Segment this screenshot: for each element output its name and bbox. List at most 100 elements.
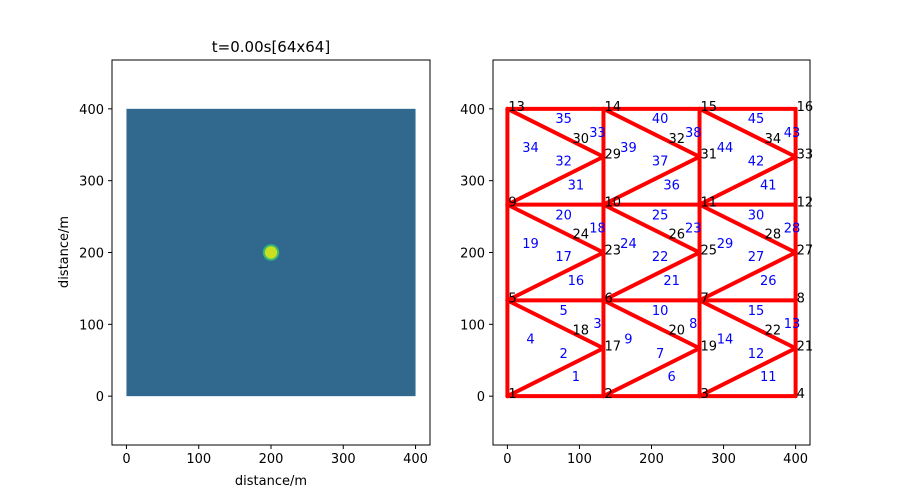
mesh-edge xyxy=(601,346,702,399)
mesh-node-label: 12 xyxy=(797,196,814,211)
mesh-node-label: 22 xyxy=(765,323,782,338)
mesh-node-label: 26 xyxy=(669,228,686,243)
mesh-node-label: 21 xyxy=(797,339,814,354)
mesh-element-label: 34 xyxy=(522,141,539,156)
mesh-element-label: 7 xyxy=(656,347,664,362)
heatmap-y-tick-label: 200 xyxy=(79,247,104,262)
mesh-y-ticks: 0 100 200 300 400 xyxy=(460,103,493,405)
heatmap-y-tick-label: 100 xyxy=(79,318,104,333)
heatmap-y-axis-label: distance/m xyxy=(57,216,72,288)
mesh-node-label: 15 xyxy=(701,100,718,115)
mesh-node-label: 17 xyxy=(604,339,621,354)
mesh-node-label: 6 xyxy=(604,291,612,306)
mesh-edge xyxy=(601,298,702,351)
mesh-edge xyxy=(697,202,798,255)
mesh-node-label: 8 xyxy=(797,291,805,306)
mesh-element-label: 23 xyxy=(685,221,702,236)
heatmap-x-tick-label: 200 xyxy=(259,452,284,467)
mesh-node-label: 13 xyxy=(508,100,525,115)
mesh-node-label: 32 xyxy=(669,132,686,147)
mesh-element-label: 30 xyxy=(748,208,765,223)
mesh-element-label: 25 xyxy=(652,208,669,223)
heatmap-source-spot xyxy=(262,244,280,261)
mesh-edges xyxy=(505,106,798,399)
mesh-x-tick-label: 200 xyxy=(639,452,664,467)
mesh-element-label: 31 xyxy=(568,178,585,193)
mesh-element-label: 24 xyxy=(620,237,637,252)
mesh-element-label: 40 xyxy=(652,112,669,127)
mesh-node-label: 5 xyxy=(508,291,516,306)
mesh-node-label: 27 xyxy=(797,244,814,259)
heatmap-title: t=0.00s[64x64] xyxy=(212,38,330,56)
mesh-element-labels: 1234567891011121314151617181920212223242… xyxy=(522,112,800,385)
mesh-element-label: 45 xyxy=(748,112,765,127)
mesh-node-label: 14 xyxy=(604,100,621,115)
mesh-node-label: 29 xyxy=(604,148,621,163)
mesh-x-tick-label: 300 xyxy=(711,452,736,467)
mesh-edge xyxy=(601,154,702,207)
mesh-element-label: 29 xyxy=(717,237,734,252)
mesh-element-label: 3 xyxy=(593,317,601,332)
heatmap-y-ticks: 0 100 200 300 400 xyxy=(79,103,112,405)
mesh-element-label: 27 xyxy=(748,250,765,265)
mesh-edge xyxy=(505,106,606,159)
mesh-element-label: 38 xyxy=(685,126,702,141)
heatmap-x-axis-label: distance/m xyxy=(235,474,307,489)
mesh-node-label: 34 xyxy=(765,132,782,147)
mesh-node-label: 33 xyxy=(797,148,814,163)
mesh-y-tick-label: 400 xyxy=(460,103,485,118)
mesh-edge xyxy=(505,154,606,207)
mesh-x-tick-label: 400 xyxy=(783,452,808,467)
mesh-node-label: 18 xyxy=(572,323,589,338)
mesh-element-label: 12 xyxy=(748,347,765,362)
mesh-element-label: 4 xyxy=(526,333,534,348)
heatmap-x-tick-label: 100 xyxy=(186,452,211,467)
mesh-element-label: 26 xyxy=(760,274,777,289)
mesh-y-tick-label: 100 xyxy=(460,318,485,333)
mesh-element-label: 37 xyxy=(652,155,669,170)
mesh-element-label: 42 xyxy=(748,155,765,170)
mesh-element-label: 1 xyxy=(572,370,580,385)
mesh-element-label: 18 xyxy=(589,221,606,236)
mesh-edge xyxy=(505,202,606,255)
mesh-x-tick-label: 100 xyxy=(567,452,592,467)
mesh-edge xyxy=(601,106,702,159)
heatmap-x-tick-label: 400 xyxy=(403,452,428,467)
mesh-element-label: 39 xyxy=(620,141,637,156)
mesh-element-label: 21 xyxy=(663,274,680,289)
mesh-node-label: 3 xyxy=(701,387,709,402)
mesh-element-label: 33 xyxy=(589,126,606,141)
mesh-y-tick-label: 300 xyxy=(460,175,485,190)
mesh-element-label: 17 xyxy=(555,250,572,265)
mesh-x-tick-label: 0 xyxy=(503,452,511,467)
mesh-x-ticks: 0 100 200 300 400 xyxy=(503,445,808,467)
mesh-element-label: 2 xyxy=(559,347,567,362)
mesh-node-label: 28 xyxy=(765,228,782,243)
mesh-element-label: 5 xyxy=(559,304,567,319)
mesh-element-label: 14 xyxy=(717,333,734,348)
mesh-edge xyxy=(697,298,798,351)
mesh-node-label: 19 xyxy=(701,339,718,354)
mesh-element-label: 43 xyxy=(784,126,801,141)
mesh-element-label: 36 xyxy=(663,178,680,193)
mesh-node-label: 10 xyxy=(604,196,621,211)
mesh-node-label: 7 xyxy=(701,291,709,306)
mesh-element-label: 6 xyxy=(668,370,676,385)
mesh-edge xyxy=(601,250,702,303)
mesh-node-label: 2 xyxy=(604,387,612,402)
mesh-element-label: 44 xyxy=(717,141,734,156)
mesh-element-label: 32 xyxy=(555,155,572,170)
mesh-edge xyxy=(505,346,606,399)
mesh-element-label: 28 xyxy=(784,221,801,236)
mesh-node-label: 11 xyxy=(701,196,718,211)
mesh-element-label: 20 xyxy=(555,208,572,223)
mesh-edge xyxy=(505,250,606,303)
mesh-edge xyxy=(697,346,798,399)
mesh-node-label: 9 xyxy=(508,196,516,211)
mesh-element-label: 9 xyxy=(624,333,632,348)
mesh-edge xyxy=(601,202,702,255)
heatmap-y-tick-label: 300 xyxy=(79,175,104,190)
mesh-node-label: 30 xyxy=(572,132,589,147)
